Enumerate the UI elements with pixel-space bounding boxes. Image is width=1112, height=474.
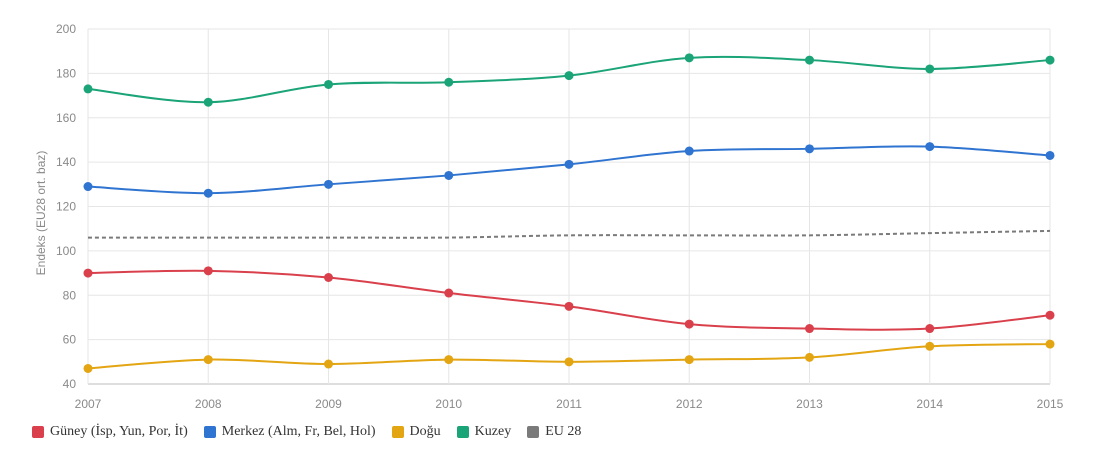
data-point [203,355,213,365]
gridlines [87,28,1051,385]
y-tick-label: 200 [56,22,76,36]
data-point [83,84,93,94]
x-tick-label: 2011 [556,397,582,411]
data-point [684,53,694,63]
data-point [83,182,93,192]
data-point [925,64,935,74]
data-point [564,357,574,367]
y-tick-label: 120 [56,200,76,214]
data-point [444,77,454,87]
data-point [444,170,454,180]
x-tick-label: 2013 [796,397,823,411]
legend-label: EU 28 [545,424,582,439]
data-point [684,355,694,365]
x-tick-label: 2015 [1037,397,1064,411]
x-tick-label: 2014 [916,397,943,411]
data-point [83,268,93,278]
data-point [564,159,574,169]
x-tick-label: 2009 [315,397,342,411]
data-point [1045,150,1055,160]
data-point [324,359,333,369]
series-line [88,229,1051,239]
legend-label: Doğu [409,424,441,439]
data-point [1045,310,1055,320]
legend-swatch [32,426,44,438]
y-tick-label: 160 [56,111,76,125]
data-point [1045,55,1055,65]
y-tick-label: 100 [56,244,76,258]
data-point [324,273,333,282]
data-point [805,144,814,154]
data-point [444,355,454,365]
data-point [203,97,213,107]
data-point [83,363,93,373]
data-point [444,288,454,298]
legend-swatch [456,426,469,438]
data-point [684,146,694,156]
legend-label: Güney (İsp, Yun, Por, İt) [50,424,188,439]
data-point [564,301,574,311]
y-tick-label: 80 [63,288,77,302]
legend-item: Doğu [391,424,441,440]
data-point [324,179,333,189]
legend-label: Kuzey [474,424,512,439]
y-tick-label: 140 [56,155,76,169]
legend-swatch [391,426,404,438]
legend-item: Merkez (Alm, Fr, Bel, Hol) [203,424,376,440]
y-tick-label: 40 [63,377,77,391]
x-tick-label: 2012 [676,397,703,411]
series-lines [83,53,1055,373]
legend-swatch [203,426,216,438]
data-point [925,324,935,334]
data-point [805,55,814,65]
y-tick-label: 60 [63,333,77,347]
legend-label: Merkez (Alm, Fr, Bel, Hol) [221,424,376,439]
data-point [925,341,935,351]
y-tick-label: 180 [56,66,76,80]
y-axis-ticks: 40 60 80 100 120 140 160 180 200 [56,22,76,391]
y-axis-label: Endeks (EU28 ort. baz) [34,151,48,276]
data-point [805,352,814,362]
legend-item: Kuzey [456,424,512,440]
x-axis-ticks: 2007 2008 2009 2010 2011 2012 2013 2014 2015 [75,397,1064,411]
data-point [1045,339,1055,349]
legend-item: EU 28 [527,424,581,440]
data-point [203,266,213,276]
data-point [684,319,694,329]
legend: Güney (İsp, Yun, Por, İt) Merkez (Alm, Fr… [32,424,597,440]
x-tick-label: 2010 [435,397,462,411]
data-point [925,142,935,152]
x-tick-label: 2007 [75,397,102,411]
data-point [324,79,333,89]
x-tick-label: 2008 [195,397,222,411]
legend-swatch [527,426,540,438]
data-point [805,324,814,334]
data-point [203,188,213,198]
legend-item: Güney (İsp, Yun, Por, İt) [32,424,188,440]
data-point [564,71,574,81]
